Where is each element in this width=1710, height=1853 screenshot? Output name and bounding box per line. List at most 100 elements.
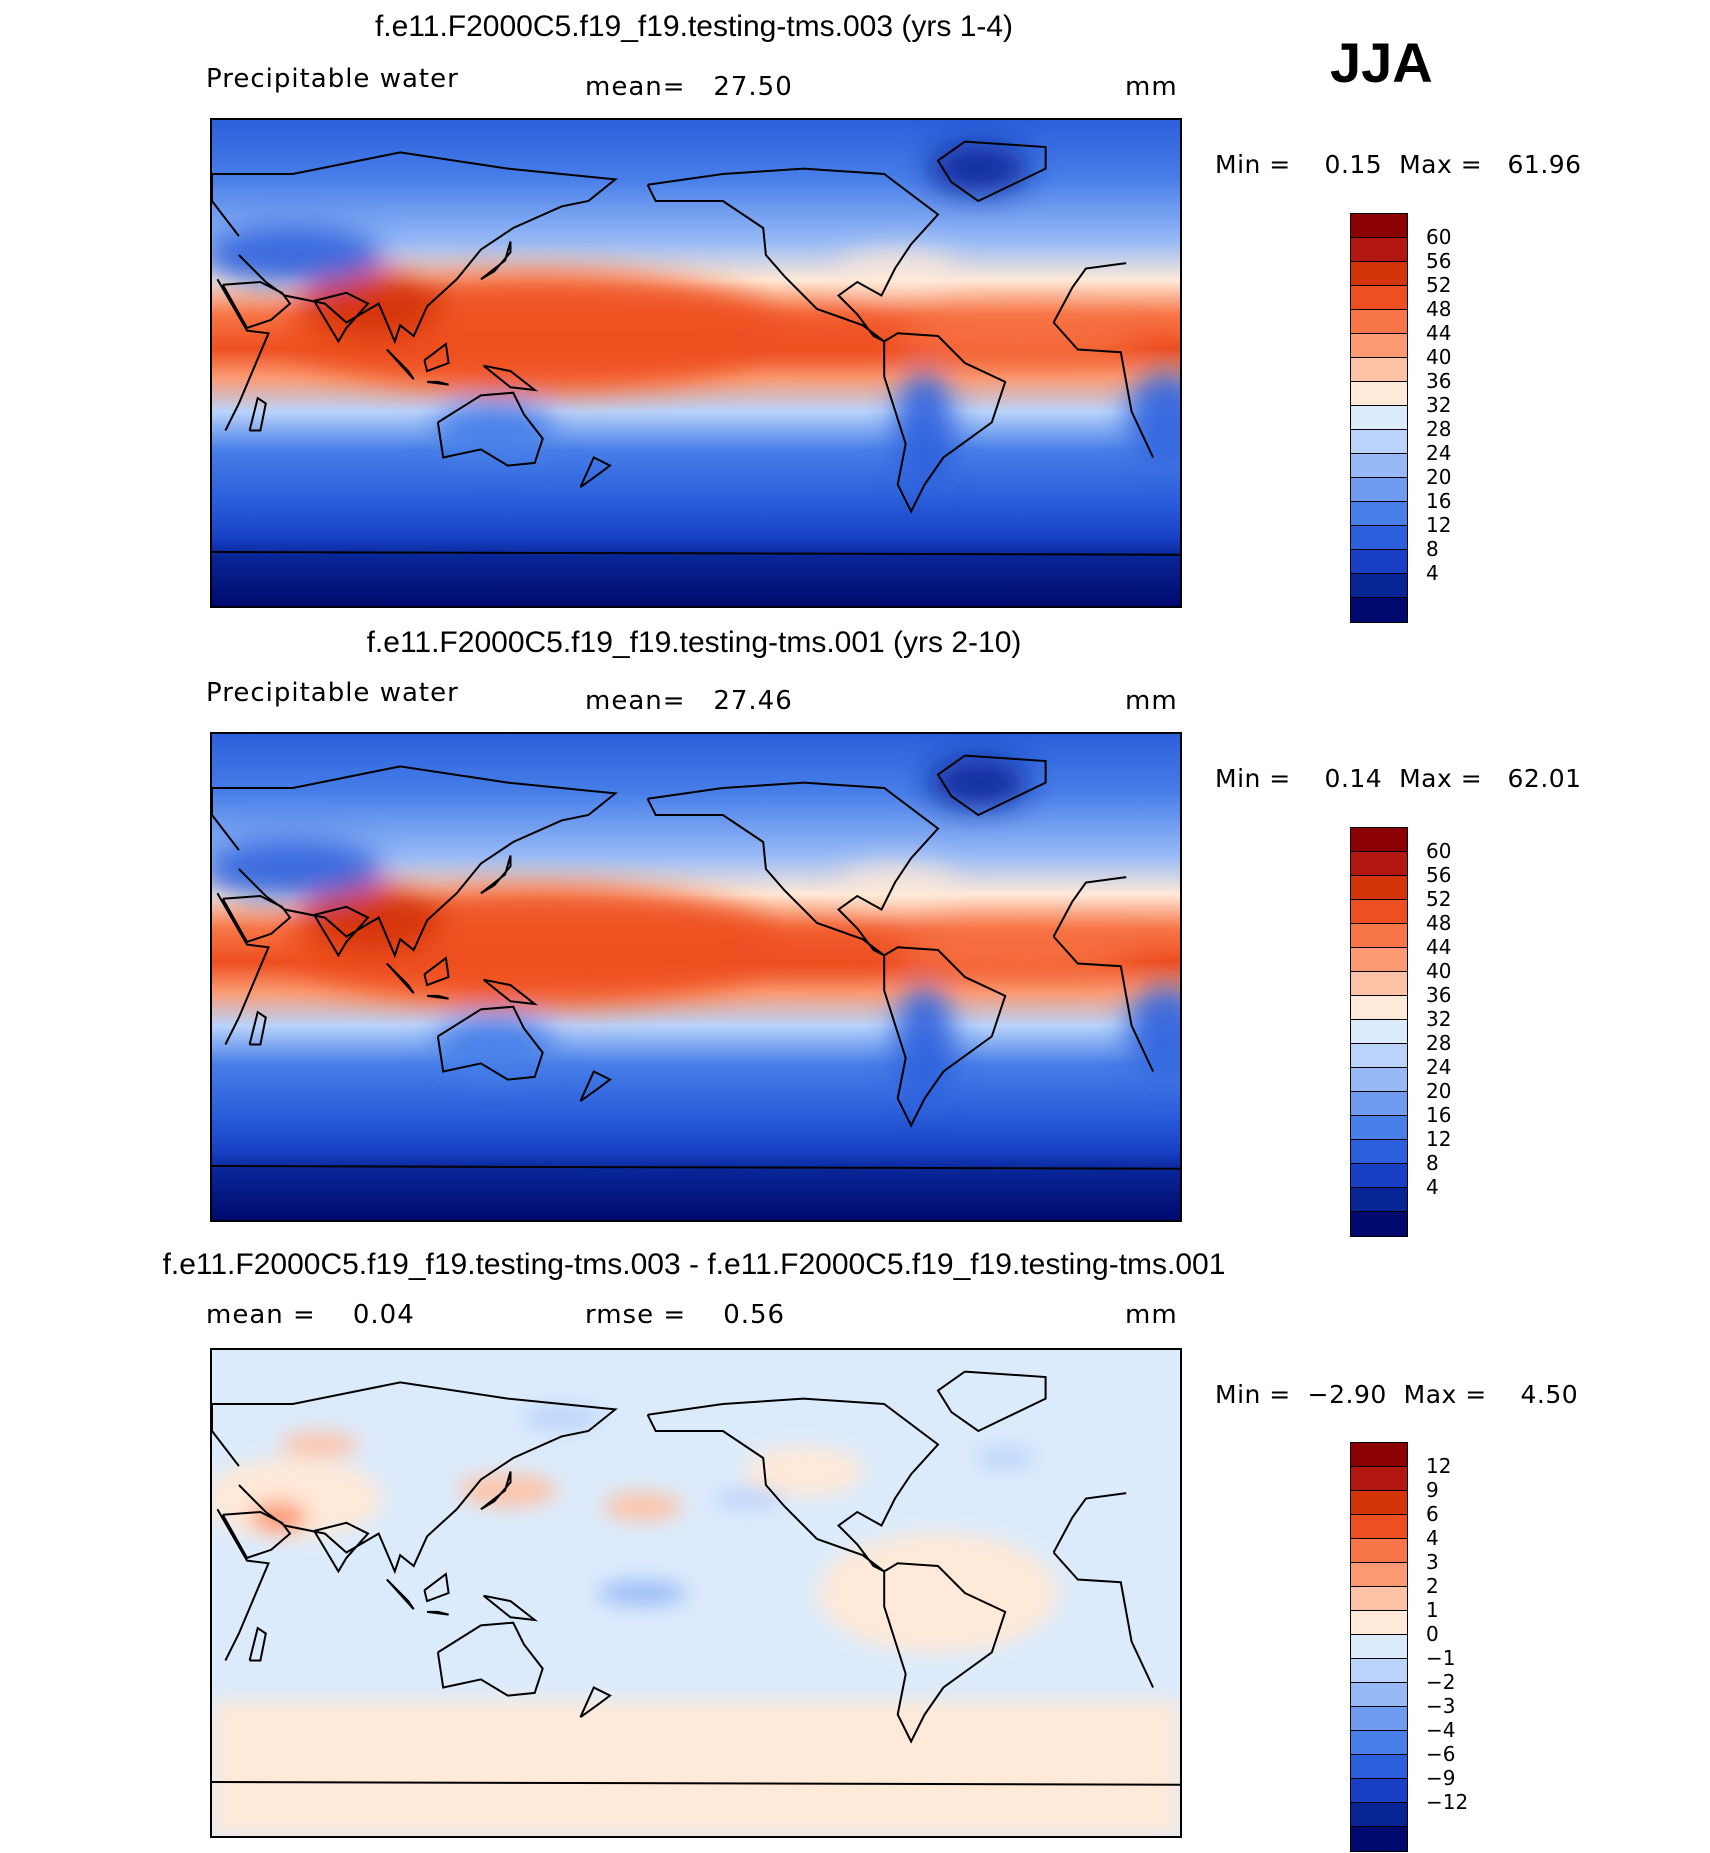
colorbar-label: −6 [1426,1742,1456,1766]
colorbar-swatch [1351,286,1407,310]
coastline [212,140,1180,556]
colorbar-swatch [1351,1803,1407,1827]
panel-1-title: f.e11.F2000C5.f19_f19.testing-tms.003 (y… [374,10,1014,43]
colorbar-label: 32 [1426,393,1452,417]
panel-2-mean-label: mean= 27.46 [585,686,793,716]
panel-2-units-label: mm [1125,686,1178,716]
colorbar-label: −4 [1426,1718,1456,1742]
colorbar-swatch [1351,1116,1407,1140]
map-canvas [212,734,1180,1220]
panel-1-map [210,118,1182,608]
colorbar-label: 1 [1426,1598,1439,1622]
colorbar-swatch [1351,310,1407,334]
colorbar-swatch [1351,1188,1407,1212]
panel-3-rmse-label: rmse = 0.56 [585,1300,786,1330]
colorbar-swatch [1351,382,1407,406]
colorbar-swatch [1351,1515,1407,1539]
colorbar-label: 36 [1426,369,1452,393]
coastline [212,754,1180,1170]
colorbar-label: 9 [1426,1478,1439,1502]
colorbar-label: 44 [1426,321,1452,345]
panel-1-min-max: Min = 0.15 Max = 61.96 [1215,150,1582,179]
colorbar-label: −2 [1426,1670,1456,1694]
colorbar-swatch [1351,1707,1407,1731]
colorbar-label: 2 [1426,1574,1439,1598]
coastline [212,1370,1180,1786]
colorbar-swatch [1351,852,1407,876]
colorbar-swatch [1351,454,1407,478]
colorbar-label: 6 [1426,1502,1439,1526]
panel-2-title: f.e11.F2000C5.f19_f19.testing-tms.001 (y… [366,626,1022,659]
colorbar-swatch [1351,900,1407,924]
colorbar-label: −1 [1426,1646,1456,1670]
colorbar-swatch [1351,262,1407,286]
colorbar-swatch [1351,1755,1407,1779]
colorbar-label: −12 [1426,1790,1469,1814]
colorbar-swatch [1351,1212,1407,1236]
colorbar-label: 16 [1426,489,1452,513]
colorbar-label: 48 [1426,297,1452,321]
colorbar-swatch [1351,1491,1407,1515]
panel-3-mean-label: mean = 0.04 [206,1300,415,1330]
colorbar-label: 28 [1426,417,1452,441]
colorbar-label: 8 [1426,1151,1439,1175]
colorbar-label: 12 [1426,513,1452,537]
colorbar-swatch [1351,1779,1407,1803]
colorbar-swatch [1351,1164,1407,1188]
colorbar-swatch [1351,1731,1407,1755]
colorbar-label: 12 [1426,1454,1452,1478]
panel-3-min-max: Min = −2.90 Max = 4.50 [1215,1380,1579,1409]
colorbar-label: 8 [1426,537,1439,561]
colorbar-swatch [1351,1659,1407,1683]
panel-3-units-label: mm [1125,1300,1178,1330]
colorbar-label: 40 [1426,959,1452,983]
map-canvas [212,120,1180,606]
colorbar-swatch [1351,598,1407,622]
colorbar-label: 4 [1426,1526,1439,1550]
panel-3-colorbar [1350,1442,1408,1852]
colorbar-label: 60 [1426,225,1452,249]
colorbar-swatch [1351,1587,1407,1611]
colorbar-swatch [1351,574,1407,598]
colorbar-swatch [1351,1467,1407,1491]
colorbar-label: −9 [1426,1766,1456,1790]
colorbar-label: 52 [1426,273,1452,297]
colorbar-swatch [1351,1044,1407,1068]
colorbar-swatch [1351,1539,1407,1563]
colorbar-swatch [1351,828,1407,852]
panel-3-title: f.e11.F2000C5.f19_f19.testing-tms.003 - … [162,1248,1226,1281]
colorbar-swatch [1351,1020,1407,1044]
colorbar-label: 36 [1426,983,1452,1007]
colorbar-label: 52 [1426,887,1452,911]
colorbar-swatch [1351,1092,1407,1116]
colorbar-swatch [1351,406,1407,430]
colorbar-label: 0 [1426,1622,1439,1646]
colorbar-swatch [1351,1563,1407,1587]
panel-3-map [210,1348,1182,1838]
panel-1-mean-label: mean= 27.50 [585,72,793,102]
panel-1-colorbar [1350,213,1408,623]
colorbar-label: 24 [1426,1055,1452,1079]
colorbar-swatch [1351,996,1407,1020]
colorbar-swatch [1351,1683,1407,1707]
colorbar-swatch [1351,502,1407,526]
panel-2-colorbar [1350,827,1408,1237]
season-label: JJA [1330,31,1433,94]
colorbar-swatch [1351,924,1407,948]
panel-2-variable-label: Precipitable water [206,678,459,708]
colorbar-swatch [1351,550,1407,574]
colorbar-swatch [1351,1140,1407,1164]
colorbar-swatch [1351,478,1407,502]
colorbar-swatch [1351,1827,1407,1851]
panel-2-min-max: Min = 0.14 Max = 62.01 [1215,764,1582,793]
colorbar-label: 20 [1426,465,1452,489]
colorbar-swatch [1351,214,1407,238]
colorbar-label: 48 [1426,911,1452,935]
colorbar-label: 28 [1426,1031,1452,1055]
colorbar-swatch [1351,1635,1407,1659]
colorbar-label: 60 [1426,839,1452,863]
colorbar-label: 4 [1426,1175,1439,1199]
panel-2-map [210,732,1182,1222]
panel-1-units-label: mm [1125,72,1178,102]
colorbar-swatch [1351,972,1407,996]
